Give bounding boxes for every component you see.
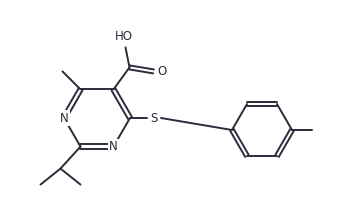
Text: S: S xyxy=(150,111,158,124)
Text: HO: HO xyxy=(115,30,133,43)
Text: N: N xyxy=(109,140,118,153)
Text: N: N xyxy=(60,111,69,124)
Text: O: O xyxy=(157,65,166,78)
